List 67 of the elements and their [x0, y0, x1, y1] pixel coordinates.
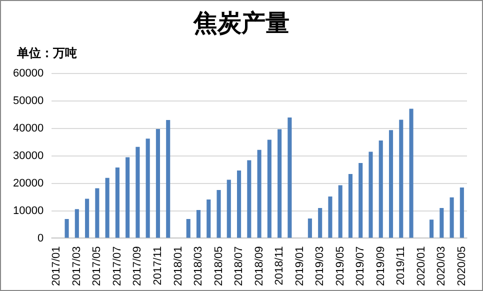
- bar: [288, 118, 292, 238]
- bar: [237, 170, 242, 238]
- bar: [399, 120, 404, 238]
- bar: [126, 157, 130, 238]
- bar: [85, 198, 90, 238]
- x-tick-label: 2020/03: [436, 246, 448, 286]
- y-tick-label: 10000: [12, 204, 44, 217]
- bar: [95, 188, 100, 238]
- x-tick-label: 2019/07: [354, 246, 367, 286]
- bar: [115, 167, 120, 238]
- y-tick-label: 60000: [12, 68, 44, 80]
- bar: [206, 200, 211, 238]
- text: 单位：万吨: [17, 45, 77, 62]
- bar: [450, 197, 454, 238]
- x-tick-label: 2018/09: [253, 246, 266, 286]
- x-tick-label: 2020/01: [415, 246, 428, 286]
- x-tick-label: 2017/05: [91, 246, 104, 286]
- y-tick-label: 40000: [12, 122, 44, 135]
- bar: [368, 152, 373, 238]
- x-tick-label: 2018/07: [233, 246, 246, 286]
- bar: [166, 120, 170, 238]
- bar: [216, 190, 221, 238]
- x-tick-label: 2019/09: [374, 246, 387, 286]
- x-tick-label: 2018/03: [192, 246, 205, 286]
- bar: [105, 178, 110, 238]
- x-tick-label: 2017/03: [70, 246, 83, 286]
- bar: [358, 163, 363, 238]
- x-tick-label: 2019/01: [294, 246, 306, 286]
- bar: [378, 140, 383, 238]
- x-tick-label: 2017/11: [152, 246, 164, 286]
- bar: [430, 220, 434, 238]
- x-tick-label: 2018/01: [172, 246, 184, 286]
- x-tick-label: 2019/03: [314, 246, 326, 286]
- bar: [64, 219, 69, 238]
- bar: [136, 146, 140, 238]
- bar: [247, 160, 252, 238]
- bar: [226, 180, 231, 238]
- bar: [267, 140, 272, 238]
- y-tick-label: 30000: [12, 150, 44, 162]
- bar: [388, 130, 394, 238]
- bar: [460, 187, 464, 238]
- y-tick-label: 50000: [12, 95, 44, 108]
- bar: [328, 196, 332, 238]
- x-tick-label: 2020/05: [456, 246, 468, 286]
- bar: [318, 208, 322, 238]
- bar: [278, 129, 282, 238]
- bar: [409, 108, 414, 238]
- bar: [186, 219, 190, 238]
- bar: [156, 129, 160, 238]
- x-tick-label: 2018/11: [274, 246, 286, 286]
- bar: [348, 174, 353, 238]
- x-tick-label: 2018/05: [212, 246, 225, 286]
- bar: [74, 209, 79, 238]
- x-tick-label: 2017/07: [111, 246, 124, 286]
- x-tick-label: 2017/09: [132, 246, 144, 286]
- bar: [338, 185, 342, 238]
- chart-title: 焦炭产量: [192, 7, 290, 39]
- x-tick-label: 2019/11: [395, 246, 408, 286]
- y-tick-label: 0: [37, 232, 44, 244]
- bar: [196, 210, 201, 238]
- y-tick-label: 20000: [12, 177, 44, 190]
- bar: [257, 150, 262, 238]
- bar: [308, 218, 312, 238]
- x-tick-label: 2017/01: [50, 246, 63, 286]
- bar: [440, 208, 444, 238]
- x-tick-label: 2019/05: [334, 246, 346, 286]
- bar: [146, 138, 150, 238]
